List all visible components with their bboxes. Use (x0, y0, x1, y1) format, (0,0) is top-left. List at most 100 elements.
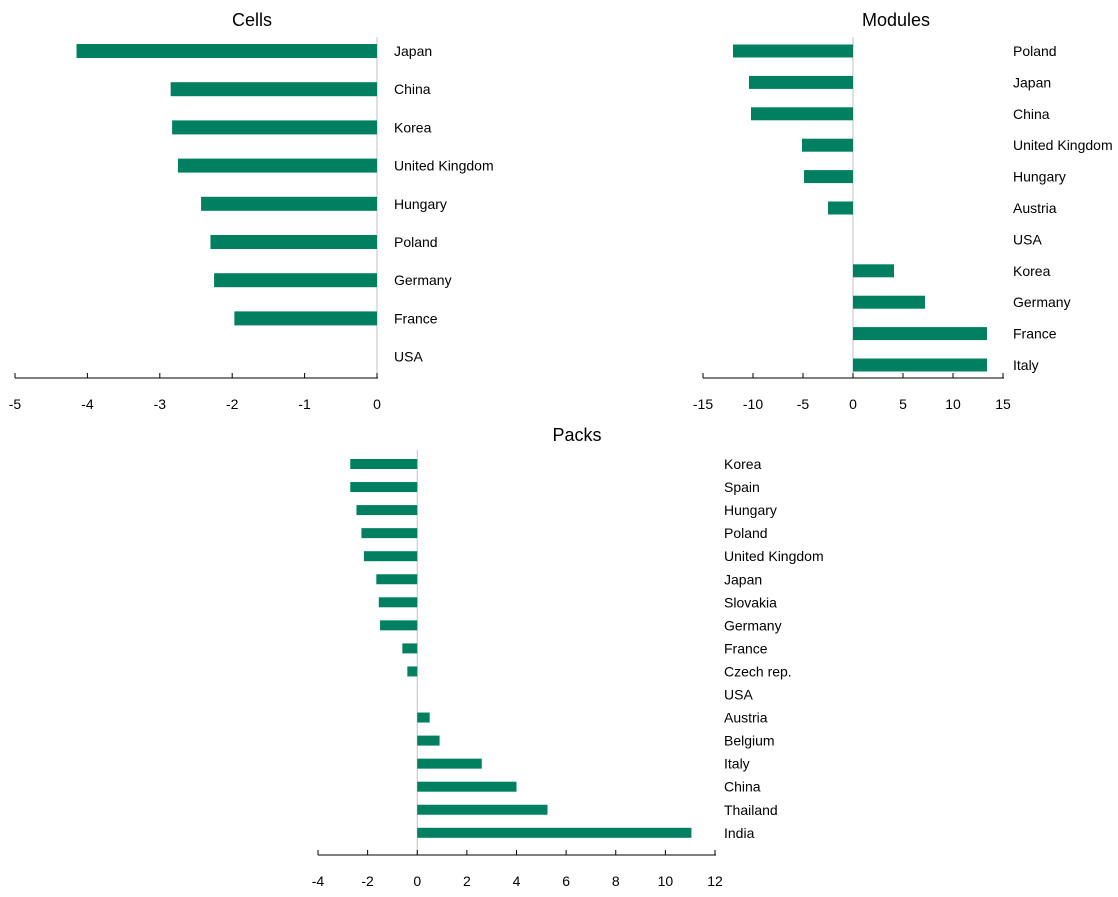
packs-category-label: Belgium (724, 733, 775, 749)
modules-bar-poland (733, 44, 853, 58)
modules-x-tick-label: 15 (995, 396, 1011, 412)
packs-x-tick-label: 8 (612, 873, 620, 889)
modules-bar-germany (853, 295, 925, 309)
cells-x-tick-label: -4 (81, 396, 94, 412)
packs-category-label: Poland (724, 525, 768, 541)
packs-category-label: Korea (724, 456, 762, 472)
modules-bar-france (853, 327, 987, 341)
packs-bar-germany (380, 620, 418, 631)
packs-bar-spain (350, 482, 418, 493)
modules-bar-hungary (804, 170, 853, 184)
modules-x-tick-label: -10 (743, 396, 763, 412)
packs-bar-india (417, 827, 692, 838)
packs-category-label: United Kingdom (724, 548, 824, 564)
modules-category-label: China (1013, 106, 1050, 122)
modules-panel: Modules Poland Japan China United Kingdom Hun… (693, 10, 1113, 412)
modules-category-label: United Kingdom (1013, 137, 1113, 153)
modules-category-label: Japan (1013, 74, 1051, 90)
cells-bar-poland (210, 235, 377, 249)
packs-category-label: Austria (724, 710, 768, 726)
packs-category-label: Germany (724, 617, 782, 633)
cells-bar-hungary (201, 196, 377, 211)
modules-category-label: USA (1013, 231, 1042, 247)
cells-bar-germany (214, 273, 377, 288)
cells-category-label: Germany (394, 272, 452, 288)
cells-category-label: USA (394, 349, 423, 365)
packs-bar-china (417, 781, 517, 792)
packs-bar-united-kingdom (363, 551, 418, 562)
modules-category-label: Germany (1013, 294, 1071, 310)
modules-category-label: Korea (1013, 263, 1051, 279)
packs-bar-france (402, 643, 418, 654)
cells-x-tick-label: -2 (226, 396, 239, 412)
packs-x-tick-label: 2 (463, 873, 471, 889)
cells-bar-china (170, 82, 377, 97)
packs-category-label: Czech rep. (724, 663, 792, 679)
packs-category-label: USA (724, 687, 753, 703)
cells-category-label: Hungary (394, 196, 447, 212)
packs-bar-czech-rep- (407, 666, 418, 677)
cells-category-label: Poland (394, 234, 438, 250)
cells-x-tick-label: -1 (298, 396, 311, 412)
cells-x-tick-label: -5 (9, 396, 22, 412)
packs-bar-hungary (356, 505, 418, 516)
packs-category-label: Thailand (724, 802, 778, 818)
modules-x-tick-label: 10 (945, 396, 961, 412)
packs-title: Packs (552, 425, 601, 445)
modules-x-tick-label: -15 (693, 396, 713, 412)
modules-category-label: Italy (1013, 357, 1039, 373)
modules-bar-china (751, 107, 853, 121)
packs-category-label: Hungary (724, 502, 777, 518)
cells-x-tick-label: -3 (154, 396, 167, 412)
modules-x-tick-label: 5 (899, 396, 907, 412)
modules-category-label: Austria (1013, 200, 1057, 216)
packs-x-tick-label: -2 (361, 873, 374, 889)
cells-bar-japan (76, 44, 377, 58)
packs-x-tick-label: 10 (658, 873, 674, 889)
modules-x-tick-label: 0 (849, 396, 857, 412)
packs-category-label: Slovakia (724, 594, 777, 610)
modules-x-tick-label: -5 (797, 396, 810, 412)
packs-category-label: India (724, 825, 755, 841)
modules-bar-italy (853, 358, 987, 372)
packs-bar-austria (417, 712, 430, 723)
modules-bar-korea (853, 264, 894, 278)
packs-category-label: China (724, 779, 761, 795)
packs-panel: Packs Korea Spain Hungary Poland United Kingd… (312, 425, 824, 889)
packs-category-label: France (724, 640, 768, 656)
modules-bar-united-kingdom (802, 138, 853, 152)
packs-x-tick-label: 6 (562, 873, 570, 889)
modules-title: Modules (862, 10, 930, 30)
modules-category-label: Hungary (1013, 169, 1066, 185)
cells-category-label: Japan (394, 43, 432, 59)
packs-bar-poland (361, 528, 418, 539)
packs-bar-thailand (417, 804, 548, 815)
packs-bar-korea (350, 459, 418, 469)
modules-category-label: France (1013, 326, 1057, 342)
packs-x-tick-label: 4 (513, 873, 521, 889)
packs-x-tick-label: 0 (413, 873, 421, 889)
cells-bar-united-kingdom (177, 158, 377, 173)
packs-bar-italy (417, 758, 482, 769)
modules-bar-japan (749, 75, 853, 89)
cells-panel: Cells Japan China Korea United Kingdom Hungar… (9, 10, 494, 412)
cells-bar-france (234, 311, 377, 326)
packs-category-label: Italy (724, 756, 750, 772)
packs-category-label: Japan (724, 571, 762, 587)
cells-category-label: United Kingdom (394, 158, 494, 174)
packs-bar-belgium (417, 735, 440, 746)
cells-category-label: France (394, 310, 438, 326)
cells-category-label: China (394, 81, 431, 97)
modules-bar-austria (828, 201, 853, 215)
packs-category-label: Spain (724, 479, 760, 495)
cells-category-label: Korea (394, 119, 432, 135)
packs-bar-japan (376, 574, 418, 585)
cells-title: Cells (232, 10, 272, 30)
cells-x-tick-label: 0 (373, 396, 381, 412)
packs-x-tick-label: 12 (707, 873, 723, 889)
cells-bar-korea (172, 120, 377, 135)
modules-category-label: Poland (1013, 43, 1057, 59)
packs-x-tick-label: -4 (312, 873, 325, 889)
